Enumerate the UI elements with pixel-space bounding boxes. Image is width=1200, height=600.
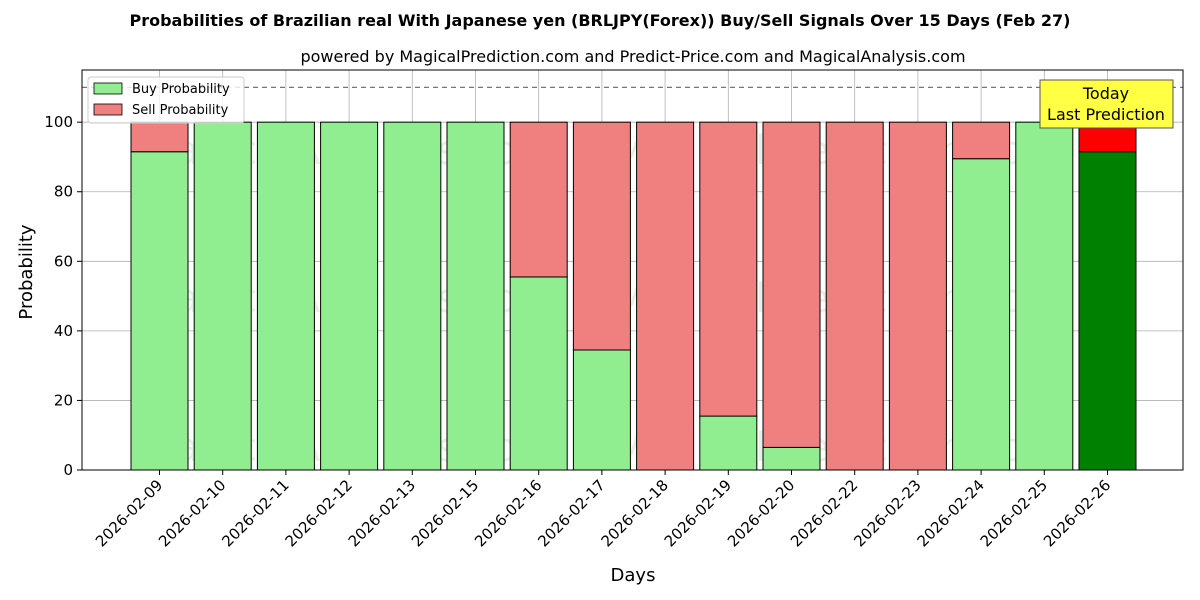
annotation-line1: Today: [1082, 84, 1129, 103]
y-tick-label: 60: [54, 252, 73, 270]
x-tick-label: 2026-02-16: [471, 476, 545, 550]
x-tick-label: 2026-02-13: [345, 476, 419, 550]
annotation-line2: Last Prediction: [1047, 105, 1165, 124]
y-tick-label: 0: [63, 461, 73, 479]
x-axis: 2026-02-092026-02-102026-02-112026-02-12…: [92, 470, 1114, 550]
bar-buy-2026-02-25: [1015, 121, 1074, 471]
bar-buy-2026-02-20: [762, 446, 821, 471]
today-annotation: Today Last Prediction: [1039, 79, 1174, 129]
x-tick-label: 2026-02-19: [661, 476, 735, 550]
bar-buy-2026-02-17: [572, 349, 631, 471]
bar-buy-2026-02-24: [952, 158, 1011, 471]
bar-buy-2026-02-12: [320, 121, 379, 471]
legend-swatch-sell: [93, 103, 123, 116]
x-tick-label: 2026-02-10: [155, 476, 229, 550]
bar-buy-2026-02-10: [193, 121, 252, 471]
legend-box: [87, 76, 245, 124]
bar-buy-2026-02-15: [446, 121, 505, 471]
bar-sell-2026-02-23: [888, 121, 947, 471]
y-axis-label: Probability: [16, 224, 37, 319]
x-tick-label: 2026-02-24: [914, 476, 988, 550]
x-tick-label: 2026-02-20: [724, 476, 798, 550]
y-tick-label: 40: [54, 322, 73, 340]
bar-buy-2026-02-13: [383, 121, 442, 471]
bar-sell-2026-02-24: [952, 121, 1011, 160]
bar-buy-2026-02-16: [509, 276, 568, 471]
bar-sell-2026-02-17: [572, 121, 631, 351]
x-tick-label: 2026-02-25: [977, 476, 1051, 550]
chart-title: Probabilities of Brazilian real With Jap…: [129, 11, 1070, 30]
bar-sell-2026-02-19: [699, 121, 758, 417]
bar-sell-2026-02-16: [509, 121, 568, 278]
bar-buy-2026-02-09: [130, 151, 189, 471]
bar-sell-2026-02-09: [130, 121, 189, 153]
bar-buy-2026-02-26: [1078, 151, 1137, 471]
y-axis: 0 20 40 60 80 100: [44, 113, 82, 479]
x-tick-label: 2026-02-22: [787, 476, 861, 550]
x-tick-label: 2026-02-12: [282, 476, 356, 550]
legend: Buy Probability Sell Probability: [87, 76, 245, 124]
bar-sell-2026-02-18: [636, 121, 695, 471]
y-tick-label: 80: [54, 183, 73, 201]
bar-sell-2026-02-20: [762, 121, 821, 448]
annotation-box: [1039, 79, 1174, 129]
x-tick-label: 2026-02-18: [598, 476, 672, 550]
bar-buy-2026-02-11: [256, 121, 315, 471]
y-tick-label: 100: [44, 113, 73, 131]
x-tick-label: 2026-02-17: [534, 476, 608, 550]
x-tick-label: 2026-02-26: [1040, 476, 1114, 550]
legend-swatch-buy: [93, 82, 123, 95]
bar-sell-2026-02-22: [825, 121, 884, 471]
chart-subtitle: powered by MagicalPrediction.com and Pre…: [300, 47, 965, 66]
x-tick-label: 2026-02-15: [408, 476, 482, 550]
y-tick-label: 20: [54, 391, 73, 409]
plot-frame: [81, 69, 1184, 471]
x-tick-label: 2026-02-23: [850, 476, 924, 550]
x-tick-label: 2026-02-09: [92, 476, 166, 550]
x-axis-label: Days: [611, 565, 656, 586]
legend-label-sell: Sell Probability: [132, 103, 229, 118]
x-tick-label: 2026-02-11: [218, 476, 292, 550]
bar-buy-2026-02-19: [699, 415, 758, 471]
legend-label-buy: Buy Probability: [132, 82, 230, 97]
